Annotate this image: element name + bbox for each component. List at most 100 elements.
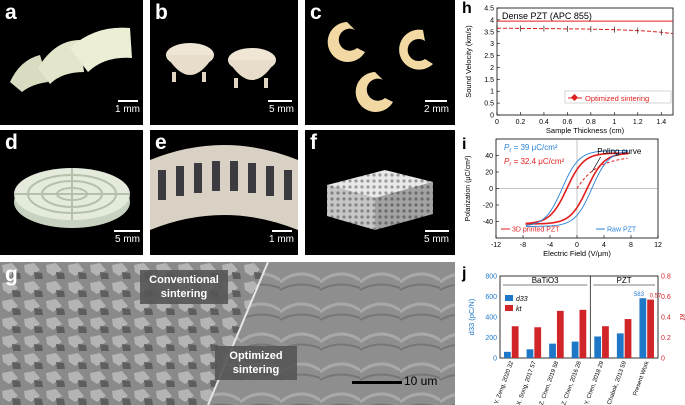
scale-text-b: 5 mm [269,104,294,115]
scale-bar [425,100,447,102]
y-tick-label: 3.5 [484,29,494,36]
x-tick-label: 8 [629,242,633,249]
bar-d33 [639,298,647,358]
curved-tiles-image [10,27,132,92]
x-tick-label: 4 [602,242,606,249]
x-axis-label: Electric Field (V/μm) [543,249,611,258]
bar-d33 [571,341,579,358]
legend-label: Raw PZT [607,227,637,234]
scale-bar [114,230,140,232]
panel-d-photo: d 5 mm [0,130,143,255]
x-tick-label: -8 [520,242,526,249]
scale-text-a: 1 mm [115,104,140,115]
x-tick-label: 1 [612,119,616,126]
panel-label-g: g [5,263,18,286]
bar-d33 [504,351,511,358]
y-right-tick-label: 0.6 [661,294,671,301]
x-tick-label: 0.8 [586,119,596,126]
bar-d33 [594,336,602,358]
panel-label-i: i [462,136,466,153]
series-line [497,27,674,35]
y-axis-label: Polarization (μC/cm²) [465,156,472,222]
x-axis-label: Sample Thickness (cm) [546,126,625,135]
bar-kt [511,326,519,358]
optimized-sintering-caption: Optimized sintering [215,349,297,377]
poling-arrow [591,156,601,173]
panel-e-photo: e 1 mm [150,130,298,255]
y-right-tick-label: 0.4 [661,315,671,322]
panel-label-b: b [155,1,168,24]
y-axis-label: Sound Velocity (km/s) [464,25,473,98]
data-label-d33: 583 [634,292,645,298]
hysteresis-loop [525,152,629,225]
legend-box [564,90,672,104]
y-left-axis-label: d33 (pC/N) [467,298,476,335]
caption-line: sintering [232,364,280,376]
x-category-label: H. Chabok, 2013 59 [604,360,628,405]
scale-bar [118,100,138,102]
panel-c-photo: c 2 mm [305,0,455,125]
sem-microstructure-image [0,262,455,405]
y-tick-label: 1 [490,89,494,96]
y-left-tick-label: 600 [485,294,497,301]
scale-text-d: 5 mm [115,234,140,245]
legend-marker [570,93,579,102]
caption-line: sintering [160,288,208,300]
scale-bar [352,381,402,384]
chart-title: Dense PZT (APC 855) [502,11,592,21]
bar-kt [556,310,564,358]
panel-g-sem: g Conventional sintering Optimized sinte… [0,262,455,405]
c-rings-image [327,22,433,112]
x-category-label: Z. Chen, 2019 58 [539,360,561,405]
bar-kt [602,326,609,358]
x-category-label: X. Song, 2017 57 [516,360,538,405]
legend-swatch-kt [505,305,513,311]
legend-label-kt: kt [516,306,523,313]
legend-swatch-d33 [505,295,513,301]
y-right-axis-label: kt [678,314,685,321]
group-label-batio3: BaTiO3 [532,276,559,285]
bar-kt [579,309,587,358]
panel-label-a: a [5,1,17,24]
scale-text-c: 2 mm [424,104,449,115]
y-right-tick-label: 0.2 [661,335,671,342]
conventional-sintering-caption: Conventional sintering [140,273,228,301]
y-left-tick-label: 800 [485,274,497,281]
y-tick-label: 2 [490,65,494,72]
y-tick-label: 2.5 [484,53,494,60]
y-tick-label: 0 [489,186,493,193]
panel-label-e: e [155,131,167,154]
x-tick-label: -12 [491,242,501,249]
scale-text-f: 5 mm [424,234,449,245]
bar-kt [647,299,654,358]
y-tick-label: 40 [485,153,493,160]
legend-label-d33: d33 [516,296,528,303]
y-left-tick-label: 0 [493,356,497,363]
lattice-block-image [327,170,433,230]
x-tick-label: 1.2 [633,119,643,126]
y-right-tick-label: 0.8 [661,274,671,281]
x-tick-label: 1.4 [656,119,666,126]
bar-kt [624,319,632,358]
legend-label: Optimized sintering [585,94,649,103]
x-category-label: Y. Zeng, 2020 32 [494,360,515,405]
chart-j-piezo-bars: j 0 200 400 600 800 0 0.2 0.4 0.6 0.8 d33 (pC/N) kt Y… [461,265,685,405]
y-tick-label: 1.5 [484,77,494,84]
y-tick-label: 4.5 [484,6,494,13]
caption-line: Optimized [229,350,283,362]
x-category-label: Present Work [633,360,651,397]
data-label-kt: 0.57 [650,294,662,300]
scale-bar [425,230,449,232]
y-tick-label: 0 [490,113,494,120]
x-tick-label: 0.4 [539,119,549,126]
panel-f-photo: f 5 mm [305,130,455,255]
y-left-tick-label: 400 [485,315,497,322]
x-category-label: Z. Chen, 2016 28 [561,360,583,405]
scale-text-g: 10 um [404,374,438,388]
concentric-disc-image [14,168,130,228]
panel-label-f: f [310,131,317,154]
x-tick-label: -4 [547,242,553,249]
y-tick-label: 4 [490,17,494,24]
panel-b-photo: b 5 mm [150,0,298,125]
